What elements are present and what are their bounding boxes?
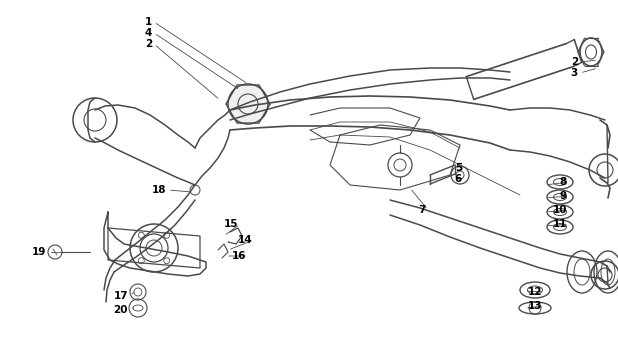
Text: 7: 7 [418, 205, 426, 215]
Text: 3: 3 [571, 68, 578, 78]
Text: 8: 8 [560, 177, 567, 187]
Text: 12: 12 [528, 287, 542, 297]
Text: 6: 6 [455, 174, 462, 184]
Text: 4: 4 [145, 28, 152, 38]
Text: 17: 17 [113, 291, 128, 301]
Text: 5: 5 [455, 163, 462, 173]
Text: 9: 9 [560, 191, 567, 201]
Circle shape [228, 84, 268, 124]
Text: 10: 10 [552, 205, 567, 215]
Text: 16: 16 [232, 251, 246, 261]
Text: 19: 19 [32, 247, 46, 257]
Text: 15: 15 [224, 219, 238, 229]
Text: 13: 13 [528, 301, 542, 311]
Text: 18: 18 [151, 185, 166, 195]
Text: 2: 2 [571, 57, 578, 67]
Text: 14: 14 [237, 235, 252, 245]
Text: 2: 2 [145, 39, 152, 49]
Text: 20: 20 [114, 305, 128, 315]
Text: 1: 1 [145, 17, 152, 27]
Text: 11: 11 [552, 219, 567, 229]
